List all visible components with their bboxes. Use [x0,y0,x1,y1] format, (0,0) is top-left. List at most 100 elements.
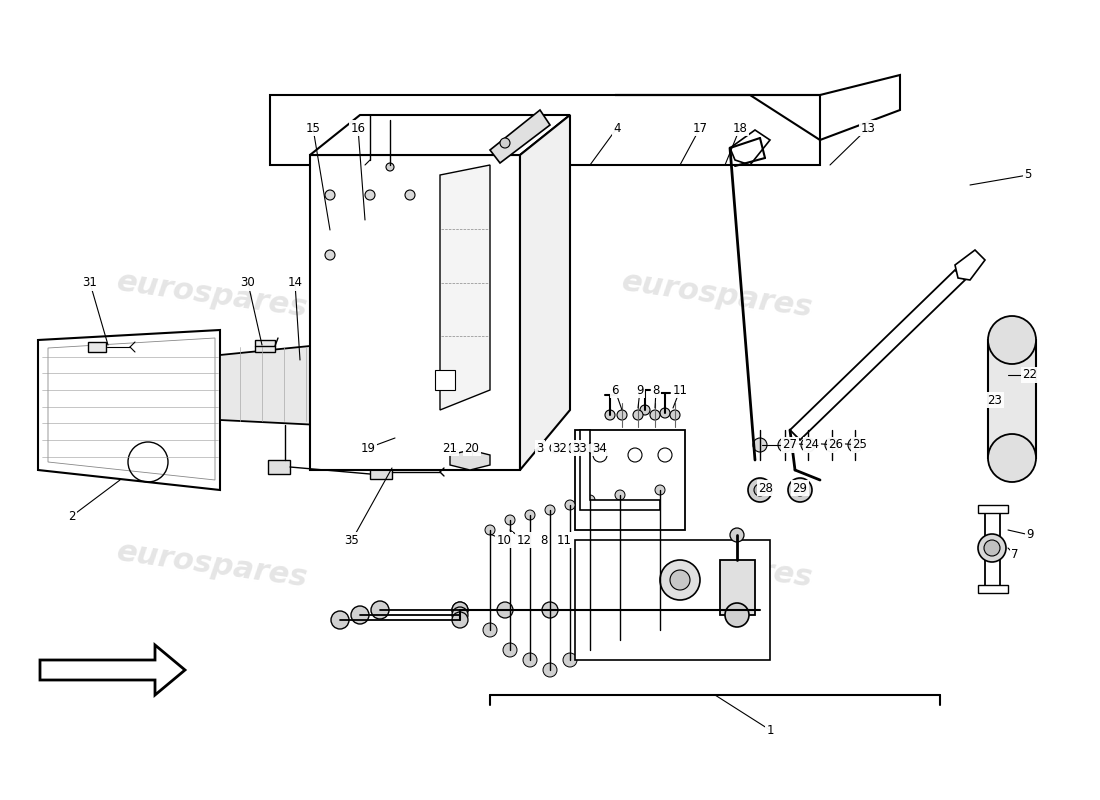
Circle shape [485,525,495,535]
Text: 25: 25 [852,438,868,451]
Text: 19: 19 [361,442,375,454]
Circle shape [653,623,667,637]
Text: 22: 22 [1023,369,1037,382]
Text: 8: 8 [540,534,548,546]
Circle shape [365,190,375,200]
Circle shape [615,490,625,500]
Polygon shape [270,95,820,165]
Text: 2: 2 [68,510,76,522]
Polygon shape [580,430,660,510]
Circle shape [984,540,1000,556]
Circle shape [550,443,560,453]
Circle shape [320,354,379,414]
Circle shape [452,602,468,618]
Bar [88,342,106,352]
Circle shape [660,408,670,418]
Circle shape [563,653,578,667]
Text: 11: 11 [672,383,688,397]
Text: 11: 11 [557,534,572,546]
Circle shape [632,410,644,420]
Text: 32: 32 [552,442,568,454]
Bar [720,560,755,615]
Bar [978,585,1008,593]
Circle shape [825,438,839,452]
Circle shape [988,434,1036,482]
Circle shape [650,410,660,420]
Circle shape [371,601,389,619]
Text: eurospares: eurospares [116,267,310,322]
Text: 29: 29 [792,482,807,494]
Bar [370,465,392,479]
Text: 10: 10 [496,534,512,546]
Text: 15: 15 [306,122,320,134]
Circle shape [670,570,690,590]
Circle shape [405,190,415,200]
Text: 14: 14 [287,277,303,290]
Text: 27: 27 [782,438,797,451]
Text: eurospares: eurospares [620,267,815,322]
Circle shape [754,438,767,452]
Text: 6: 6 [612,383,618,397]
Circle shape [331,611,349,629]
Polygon shape [440,165,490,410]
Text: 33: 33 [573,442,587,454]
Circle shape [452,607,468,623]
Circle shape [752,602,768,618]
Polygon shape [220,345,350,425]
Circle shape [505,515,515,525]
Circle shape [660,560,700,600]
Circle shape [788,478,812,502]
Circle shape [500,138,510,148]
Circle shape [583,643,597,657]
Circle shape [324,190,336,200]
Text: 7: 7 [1011,549,1019,562]
Polygon shape [40,645,185,695]
Text: 13: 13 [860,122,876,134]
Text: 16: 16 [351,122,365,134]
Text: 21: 21 [442,442,458,454]
Circle shape [801,438,815,452]
Text: 17: 17 [693,122,707,134]
Circle shape [613,633,627,647]
Text: 9: 9 [636,383,644,397]
Text: 5: 5 [1024,169,1032,182]
Polygon shape [955,250,984,280]
Text: 23: 23 [988,394,1002,406]
Circle shape [754,484,766,496]
Text: 35: 35 [344,534,360,546]
Circle shape [730,528,744,542]
Circle shape [351,606,369,624]
Circle shape [725,603,749,627]
Bar [268,460,290,474]
Circle shape [503,643,517,657]
Circle shape [848,438,862,452]
Circle shape [988,316,1036,364]
Text: eurospares: eurospares [116,538,310,593]
Text: 18: 18 [733,122,747,134]
Text: 20: 20 [464,442,480,454]
Circle shape [670,410,680,420]
Polygon shape [310,155,520,470]
Circle shape [978,534,1006,562]
Text: 12: 12 [517,534,531,546]
Circle shape [543,663,557,677]
Circle shape [568,443,578,453]
Circle shape [525,510,535,520]
Polygon shape [615,75,900,140]
Circle shape [542,602,558,618]
Text: 24: 24 [804,438,820,451]
Text: 28: 28 [759,482,773,494]
Polygon shape [450,450,490,470]
Circle shape [544,505,556,515]
Circle shape [452,612,468,628]
Text: 34: 34 [593,442,607,454]
Circle shape [585,495,595,505]
Bar [434,370,455,390]
Circle shape [565,500,575,510]
Text: 8: 8 [652,383,660,397]
Text: 26: 26 [828,438,844,451]
Polygon shape [984,510,1000,590]
Text: 9: 9 [1026,529,1034,542]
Polygon shape [39,330,220,490]
Circle shape [522,653,537,667]
